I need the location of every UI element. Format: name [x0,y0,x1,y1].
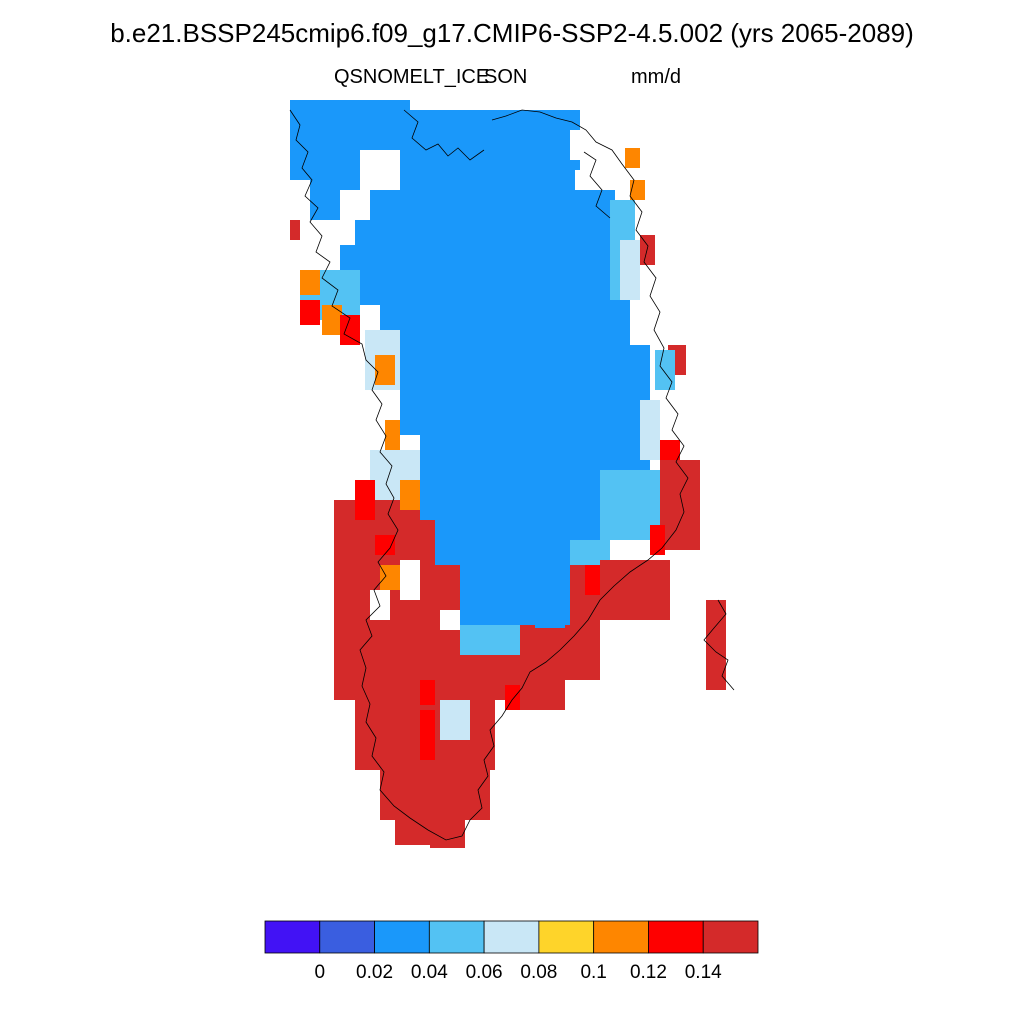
map-cell [355,190,615,250]
colorbar-swatch [702,920,759,954]
map-cell [505,685,520,710]
map-cell [520,625,535,655]
colorbar-swatch [374,920,430,954]
map-cell [345,520,365,550]
colorbar-tick-label: 0.04 [410,962,448,983]
map-cell [385,420,400,450]
map-cells [290,100,726,848]
season-label: SON [484,66,528,88]
map-cell [470,680,490,710]
colorbar-swatch [483,920,540,954]
colorbar-swatch [319,920,375,954]
colorbar-swatch [264,920,321,954]
colorbar-tick-label: 0.1 [580,962,607,983]
map-cell [400,480,420,510]
map-cell [340,315,360,345]
map-cell [620,240,640,300]
colorbar-tick-label: 0.12 [629,962,667,983]
coastline-island [703,599,735,691]
map-cell [630,180,645,200]
map-cell [475,610,565,628]
map-gap [440,610,460,630]
coastline [289,109,735,841]
map-cell [625,148,640,168]
map-gap [340,190,370,220]
map-cell [440,700,470,740]
colorbar-tick-label: 0.06 [465,962,503,983]
colorbar [264,920,759,954]
map-cell [655,350,675,390]
map-cell [400,345,650,435]
map-cell [300,300,320,325]
coastline-north [403,109,485,161]
colorbar-swatch [428,920,485,954]
map-cell [355,480,375,520]
coastline-fjord [583,151,611,219]
map-cell [380,565,400,590]
map-cell [400,110,580,170]
colorbar-tick-label: 0.14 [684,962,722,983]
map-cell [585,565,600,595]
map-cell [460,625,520,655]
colorbar-swatch [648,920,704,954]
plot-title: b.e21.BSSP245cmip6.f09_g17.CMIP6-SSP2-4.… [110,18,914,48]
map-cell [322,305,342,335]
coastline-west [289,109,689,841]
map-cell [430,830,465,848]
map-gap [570,130,590,160]
map-cell [300,270,320,295]
map-cell [290,220,300,240]
colorbar-swatch [593,920,649,954]
map-cell [420,680,435,705]
variable-label: QSNOMELT_ICE [334,66,490,88]
map-cell [650,525,665,555]
map-gap [400,560,420,600]
map-cell [380,300,630,350]
map-cell [375,355,395,385]
map-cell [670,520,685,550]
map-cell [660,440,680,460]
map-cell [375,535,395,555]
map-cell [600,600,620,620]
units-label: mm/d [631,66,681,88]
map-cell [640,400,660,460]
map-cell [706,600,726,690]
map-cell [420,710,435,760]
map-cell [380,760,490,820]
map-cell [640,235,655,265]
map-gap [360,150,400,190]
colorbar-tick-label: 0.08 [520,962,558,983]
map-cell [340,245,620,305]
colorbar-swatch [538,920,595,954]
colorbar-tick-label: 0.02 [356,962,394,983]
colorbar-tick-label: 0 [314,962,326,983]
map-cell [600,560,615,590]
